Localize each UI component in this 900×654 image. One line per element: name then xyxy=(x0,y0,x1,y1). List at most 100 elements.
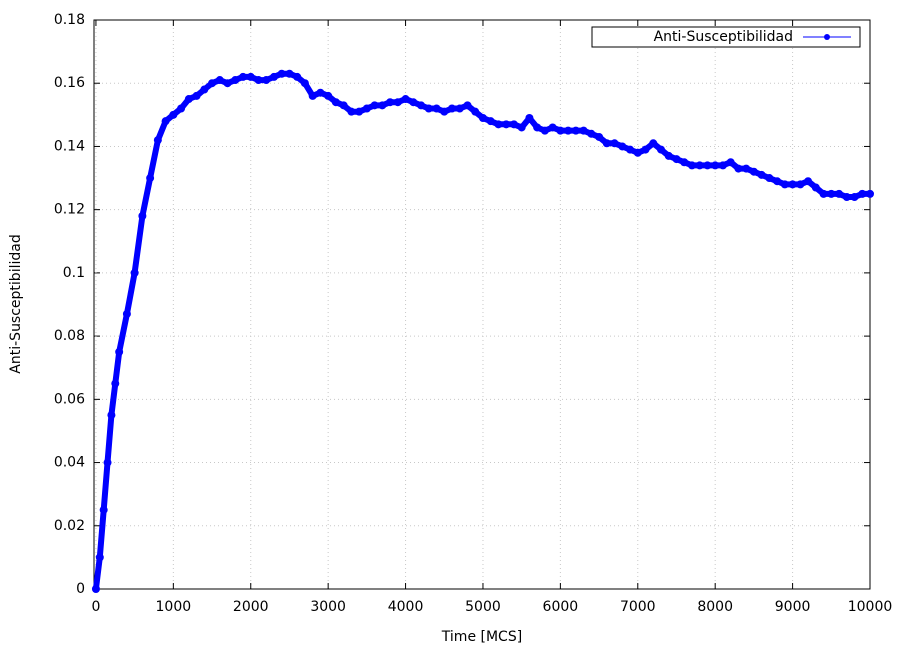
point xyxy=(262,76,271,85)
point xyxy=(494,120,503,129)
point xyxy=(417,101,426,110)
x-tick-label: 8000 xyxy=(697,599,733,615)
point xyxy=(858,189,867,198)
point xyxy=(866,189,874,198)
point xyxy=(788,180,797,189)
point xyxy=(115,347,124,356)
y-tick-label: 0.14 xyxy=(54,138,85,154)
x-tick-label: 3000 xyxy=(310,599,346,615)
point xyxy=(378,101,387,110)
point xyxy=(99,505,108,514)
point xyxy=(146,174,155,183)
point xyxy=(111,379,120,388)
point xyxy=(424,104,433,113)
point xyxy=(355,107,364,116)
point xyxy=(718,161,727,170)
point xyxy=(231,76,240,85)
point xyxy=(393,98,402,107)
point xyxy=(184,95,193,104)
point xyxy=(664,151,673,160)
point xyxy=(587,129,596,138)
point xyxy=(595,132,604,141)
y-tick-label: 0.02 xyxy=(54,518,85,534)
point xyxy=(200,85,209,94)
point xyxy=(734,164,743,173)
point xyxy=(548,123,557,132)
point xyxy=(91,585,100,593)
point xyxy=(246,72,255,81)
point xyxy=(850,193,859,202)
point xyxy=(819,189,828,198)
point xyxy=(386,98,395,107)
point xyxy=(657,145,666,154)
point xyxy=(107,411,116,420)
point xyxy=(773,177,782,186)
point xyxy=(208,79,217,88)
point xyxy=(711,161,720,170)
x-tick-label: 1000 xyxy=(156,599,192,615)
point xyxy=(602,139,611,148)
point xyxy=(432,104,441,113)
point xyxy=(517,123,526,132)
point xyxy=(324,91,333,100)
point xyxy=(703,161,712,170)
point xyxy=(347,107,356,116)
legend-swatch-dot xyxy=(824,34,830,40)
point xyxy=(579,126,588,135)
x-tick-label: 0 xyxy=(91,599,100,615)
point xyxy=(370,101,379,110)
point xyxy=(300,79,309,88)
point xyxy=(239,72,248,81)
point xyxy=(177,104,186,113)
point xyxy=(471,107,480,116)
point xyxy=(285,69,294,78)
point xyxy=(215,76,224,85)
point xyxy=(316,88,325,97)
point xyxy=(308,91,317,100)
point xyxy=(757,170,766,179)
point xyxy=(440,107,449,116)
point xyxy=(796,180,805,189)
point xyxy=(618,142,627,151)
point xyxy=(695,161,704,170)
x-tick-label: 6000 xyxy=(543,599,579,615)
x-tick-label: 9000 xyxy=(775,599,811,615)
y-tick-label: 0.04 xyxy=(54,455,85,471)
point xyxy=(293,72,302,81)
point xyxy=(556,126,565,135)
y-tick-label: 0.08 xyxy=(54,328,85,344)
point xyxy=(169,110,178,119)
point xyxy=(525,113,534,122)
point xyxy=(254,76,263,85)
point xyxy=(533,123,542,132)
x-tick-label: 2000 xyxy=(233,599,269,615)
y-tick-label: 0 xyxy=(76,581,85,597)
point xyxy=(680,158,689,167)
y-tick-label: 0.12 xyxy=(54,202,85,218)
point xyxy=(626,145,635,154)
point xyxy=(780,180,789,189)
y-axis-label: Anti-Susceptibilidad xyxy=(8,234,24,373)
point xyxy=(455,104,464,113)
point xyxy=(509,120,518,129)
point xyxy=(95,553,104,562)
point xyxy=(269,72,278,81)
point xyxy=(842,193,851,202)
point xyxy=(161,117,170,126)
point xyxy=(362,104,371,113)
point xyxy=(633,148,642,157)
point xyxy=(463,101,472,110)
y-tick-label: 0.18 xyxy=(54,12,85,28)
point xyxy=(687,161,696,170)
point xyxy=(122,309,131,318)
point xyxy=(223,79,232,88)
y-tick-label: 0.1 xyxy=(63,265,85,281)
point xyxy=(749,167,758,176)
point xyxy=(153,136,162,145)
point xyxy=(811,183,820,192)
point xyxy=(486,117,495,126)
point xyxy=(571,126,580,135)
legend-label: Anti-Susceptibilidad xyxy=(654,29,793,45)
point xyxy=(409,98,418,107)
point xyxy=(672,155,681,164)
